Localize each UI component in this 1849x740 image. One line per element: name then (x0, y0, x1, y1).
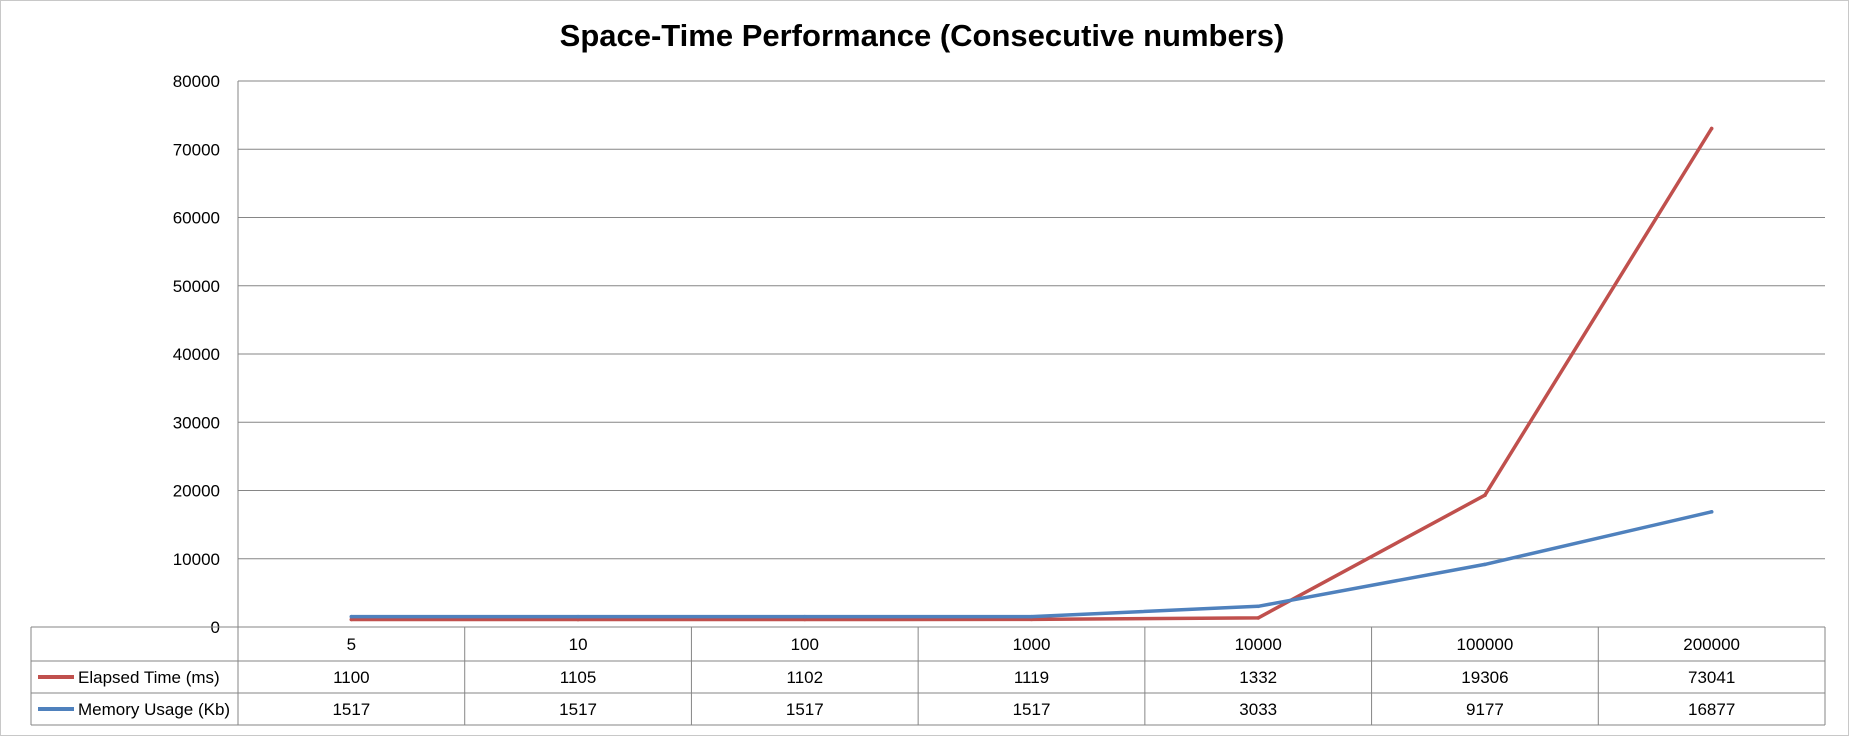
y-tick-label: 70000 (173, 140, 220, 159)
legend-label: Elapsed Time (ms) (78, 668, 220, 687)
x-tick-label: 10 (569, 635, 588, 654)
data-table-cell: 16877 (1688, 700, 1735, 719)
data-table-cell: 1517 (332, 700, 370, 719)
data-table-cell: 19306 (1461, 668, 1508, 687)
data-table-cell: 1517 (1013, 700, 1051, 719)
data-point (1483, 493, 1487, 498)
x-tick-label: 200000 (1683, 635, 1740, 654)
data-table-cell: 73041 (1688, 668, 1735, 687)
data-point (1709, 510, 1714, 514)
data-table-cell: 1102 (787, 668, 824, 687)
series-lines (349, 126, 1714, 622)
x-tick-label: 100000 (1457, 635, 1514, 654)
data-table-cell: 3033 (1239, 700, 1277, 719)
data-table-cell: 1517 (559, 700, 597, 719)
y-tick-label: 50000 (173, 277, 220, 296)
data-point (1029, 614, 1034, 619)
data-point (802, 614, 807, 619)
x-tick-label: 10000 (1235, 635, 1282, 654)
x-tick-label: 5 (347, 635, 356, 654)
chart-title: Space-Time Performance (Consecutive numb… (560, 18, 1285, 53)
legend-label: Memory Usage (Kb) (78, 700, 230, 719)
y-tick-label: 30000 (173, 413, 220, 432)
data-table: 5 10 100 1000 10000 100000 200000 Elapsed Time … (30, 626, 1826, 726)
data-point (349, 614, 354, 619)
data-point (802, 617, 807, 622)
x-tick-label: 1000 (1013, 635, 1051, 654)
data-table-cell: 1105 (560, 668, 597, 687)
y-tick-label: 40000 (173, 345, 220, 364)
data-point (1029, 617, 1034, 622)
y-axis-ticks: 0100002000030000400005000060000700008000… (173, 72, 220, 637)
data-point (1483, 562, 1487, 567)
data-table-cell: 1517 (786, 700, 824, 719)
data-point (1256, 616, 1261, 620)
data-point (576, 617, 580, 622)
data-point (1709, 126, 1714, 131)
y-tick-label: 10000 (173, 550, 220, 569)
data-point (349, 617, 354, 622)
y-tick-label: 20000 (173, 482, 220, 501)
data-table-cell: 1119 (1014, 668, 1049, 687)
data-table-cell: 1332 (1239, 668, 1277, 687)
series-line (349, 126, 1714, 622)
x-tick-label: 100 (791, 635, 819, 654)
y-tick-label: 60000 (173, 209, 220, 228)
y-tick-label: 80000 (173, 72, 220, 91)
gridlines (237, 80, 1825, 627)
data-point (1256, 604, 1261, 609)
data-point (576, 614, 580, 619)
data-table-cell: 9177 (1466, 700, 1504, 719)
data-table-cell: 1100 (333, 668, 370, 687)
series-line (349, 510, 1714, 619)
